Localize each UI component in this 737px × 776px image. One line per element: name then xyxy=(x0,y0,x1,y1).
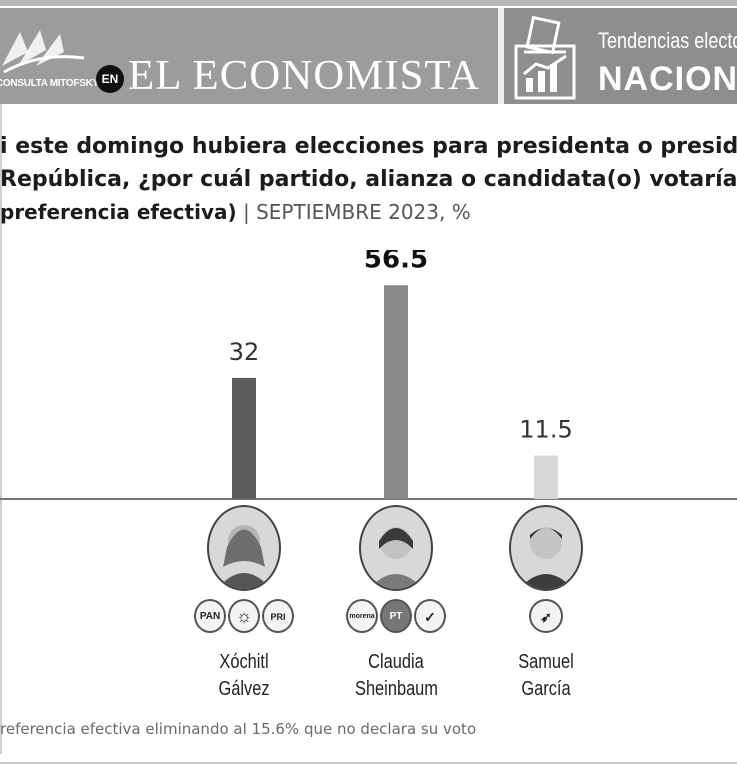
party-logos: morena PT ✓ xyxy=(346,599,446,633)
party-logo-pvem-icon: ✓ xyxy=(414,599,446,633)
header-left-panel: CONSULTA MITOFSKY EN EL ECONOMISTA xyxy=(0,8,498,104)
chart-subtitle: preferencia efectiva) | SEPTIEMBRE 2023,… xyxy=(0,200,471,224)
candidate-name: Xóchitl Gálvez xyxy=(203,649,285,703)
candidate-portrait xyxy=(509,505,583,591)
candidate-name: Samuel García xyxy=(505,649,587,703)
party-logo-morena-icon: morena xyxy=(346,599,378,633)
party-logo-pan-icon: PAN xyxy=(194,599,226,633)
left-border xyxy=(0,104,2,754)
candidate-first-name: Xóchitl xyxy=(219,651,269,673)
candidate-portrait xyxy=(207,505,281,591)
bar-value-label-0: 32 xyxy=(229,338,260,366)
brand-title: EL ECONOMISTA xyxy=(128,53,481,99)
bar-2 xyxy=(534,455,558,499)
consulta-mitofsky-label: CONSULTA MITOFSKY xyxy=(0,78,99,89)
bar-value-label-2: 11.5 xyxy=(519,415,572,443)
candidate-last-name: García xyxy=(521,678,571,700)
bar-value-label-1: 56.5 xyxy=(364,250,428,274)
candidate-first-name: Samuel xyxy=(518,651,574,673)
ballot-box-icon xyxy=(514,16,576,100)
candidate-name: Claudia Sheinbaum xyxy=(355,649,438,703)
party-logo-pt-icon: PT xyxy=(380,599,412,633)
party-logos: ➶ xyxy=(496,599,596,633)
candidate-claudia: morena PT ✓ Claudia Sheinbaum xyxy=(346,505,446,703)
candidate-samuel: ➶ Samuel García xyxy=(496,505,596,703)
bar-1 xyxy=(384,285,408,499)
party-logos: PAN ☼ PRI xyxy=(194,599,294,633)
question-text: i este domingo hubiera elecciones para p… xyxy=(0,130,737,196)
candidate-last-name: Sheinbaum xyxy=(355,678,438,700)
top-border xyxy=(0,0,737,6)
section-title-line2: NACION xyxy=(598,60,737,98)
section-title-line1: Tendencias electo xyxy=(598,28,737,53)
subtitle-preference: preferencia efectiva) xyxy=(0,200,237,224)
bar-chart: 32 56.5 11.5 xyxy=(0,250,737,500)
candidate-xochitl: PAN ☼ PRI Xóchitl Gálvez xyxy=(194,505,294,703)
footnote: referencia efectiva eliminando al 15.6% … xyxy=(0,720,477,738)
bottom-border xyxy=(0,762,737,764)
candidate-first-name: Claudia xyxy=(368,651,424,673)
header-banner: CONSULTA MITOFSKY EN EL ECONOMISTA Tende… xyxy=(0,8,737,104)
person-icon xyxy=(369,527,423,589)
bar-0 xyxy=(232,377,256,499)
party-logo-mc-icon: ➶ xyxy=(529,599,563,633)
header-divider xyxy=(498,8,504,104)
person-icon xyxy=(519,527,573,589)
party-logo-prd-icon: ☼ xyxy=(228,599,260,633)
question-line-2: República, ¿por cuál partido, alianza o … xyxy=(0,167,737,192)
party-logo-pri-icon: PRI xyxy=(262,599,294,633)
en-badge: EN xyxy=(96,65,124,93)
candidate-portrait xyxy=(359,505,433,591)
candidate-last-name: Gálvez xyxy=(218,678,270,700)
subtitle-date-unit: | SEPTIEMBRE 2023, % xyxy=(236,200,471,224)
person-icon xyxy=(217,525,271,589)
question-line-1: i este domingo hubiera elecciones para p… xyxy=(0,134,737,159)
consulta-mitofsky-logo-icon xyxy=(2,30,85,74)
